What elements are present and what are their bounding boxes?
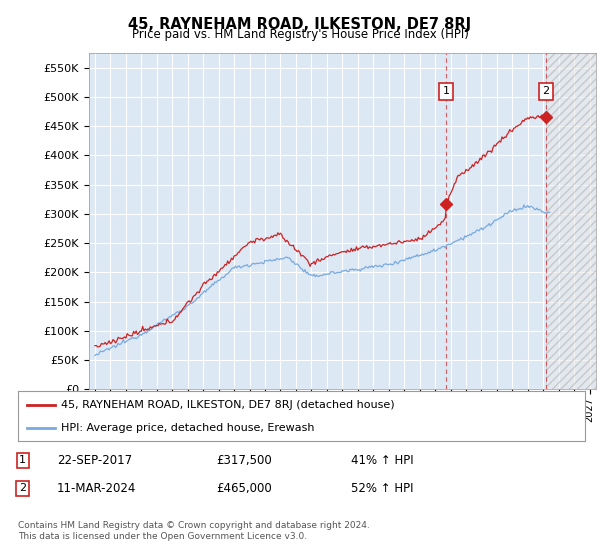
Text: 1: 1 [19,455,26,465]
Text: 22-SEP-2017: 22-SEP-2017 [57,454,132,467]
Text: HPI: Average price, detached house, Erewash: HPI: Average price, detached house, Erew… [61,423,314,433]
Text: 41% ↑ HPI: 41% ↑ HPI [351,454,413,467]
Text: Price paid vs. HM Land Registry's House Price Index (HPI): Price paid vs. HM Land Registry's House … [131,28,469,41]
Text: 2: 2 [19,483,26,493]
Text: £465,000: £465,000 [216,482,272,495]
Text: Contains HM Land Registry data © Crown copyright and database right 2024.
This d: Contains HM Land Registry data © Crown c… [18,521,370,540]
Text: 1: 1 [443,86,449,96]
Text: £317,500: £317,500 [216,454,272,467]
Bar [546,53,596,389]
Text: 2: 2 [542,86,550,96]
Text: 11-MAR-2024: 11-MAR-2024 [57,482,136,495]
Text: 45, RAYNEHAM ROAD, ILKESTON, DE7 8RJ (detached house): 45, RAYNEHAM ROAD, ILKESTON, DE7 8RJ (de… [61,400,394,410]
Text: 52% ↑ HPI: 52% ↑ HPI [351,482,413,495]
Text: 45, RAYNEHAM ROAD, ILKESTON, DE7 8RJ: 45, RAYNEHAM ROAD, ILKESTON, DE7 8RJ [128,17,472,32]
Bar [546,53,596,389]
